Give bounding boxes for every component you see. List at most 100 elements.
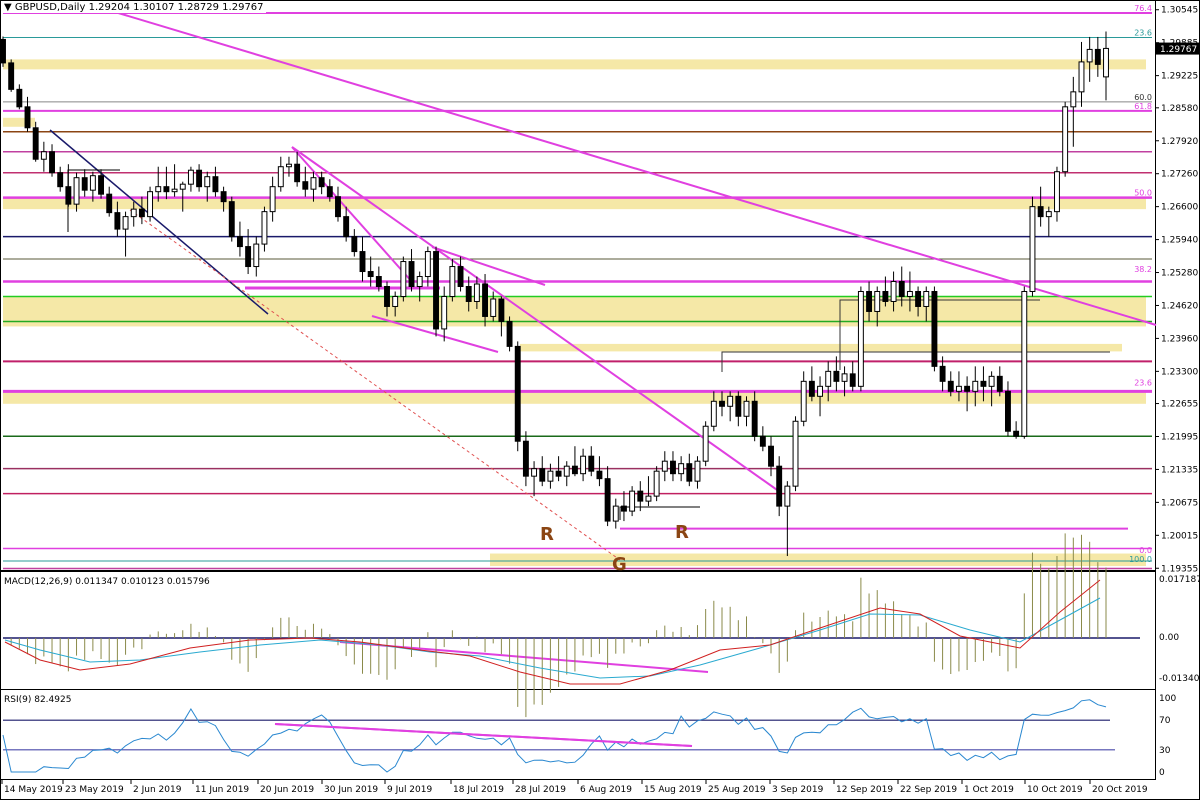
fib-label: 0.0 [1139, 546, 1152, 555]
panel-frame [0, 689, 1156, 780]
x-tick-label: 15 Aug 2019 [644, 785, 702, 795]
candle-body [253, 243, 260, 268]
rsi-label: RSI(9) 82.4925 [4, 695, 71, 705]
macd-tick-label: 0.00 [1159, 633, 1179, 643]
collapse-icon[interactable]: ▼ [4, 2, 12, 13]
candle-body [228, 201, 235, 238]
candle-body [286, 163, 292, 168]
candle-body [245, 246, 252, 268]
candle-body [441, 295, 448, 330]
fib-label: 100.0 [1129, 555, 1152, 564]
candle-body [359, 251, 366, 273]
x-tick-label: 22 Sep 2019 [900, 785, 957, 795]
candle-body [702, 425, 709, 462]
candle-body [817, 385, 823, 397]
x-tick-label: 11 Jun 2019 [195, 785, 249, 795]
x-tick-label: 1 Oct 2019 [964, 785, 1014, 795]
candle-body [931, 290, 938, 367]
candle-body [261, 211, 268, 245]
candle-body [522, 440, 529, 477]
candle-body [743, 400, 750, 417]
trendline [431, 246, 546, 286]
fib-label: 60.0 [1134, 93, 1152, 102]
panel-frame [0, 0, 1156, 571]
fib-label: 76.4 [1134, 4, 1152, 13]
candle-body [138, 208, 145, 218]
x-tick-label: 23 May 2019 [65, 785, 124, 795]
candle-body [735, 395, 742, 417]
candle-body [604, 478, 611, 522]
candle-body [424, 251, 431, 278]
candle-body [1013, 430, 1020, 437]
candle-body [670, 460, 676, 475]
y-tick-label: 1.27920 [1161, 137, 1198, 147]
candle-body [906, 290, 913, 297]
candle-body [171, 188, 178, 193]
candle-body [130, 208, 137, 218]
candle-body [24, 106, 31, 129]
candle-body [326, 186, 333, 198]
candle-body [1070, 91, 1077, 108]
box-line [619, 506, 700, 520]
candle-body [612, 505, 619, 522]
x-tick-label: 10 Oct 2019 [1027, 785, 1083, 795]
candle-body [629, 490, 636, 512]
candle-body [727, 395, 734, 407]
candle-body [759, 435, 766, 447]
y-tick-label: 1.24620 [1161, 301, 1198, 311]
candle-body [531, 468, 538, 477]
trendline [339, 641, 709, 673]
candle-body [384, 286, 390, 307]
panel-frame [0, 571, 1156, 690]
chart-title: ▼ GBPUSD,Daily 1.29204 1.30107 1.28729 1… [2, 2, 266, 13]
candle-body [1029, 206, 1036, 292]
y-tick-label: 1.20675 [1161, 498, 1198, 508]
candle-body [269, 186, 276, 213]
candle-body [490, 298, 497, 317]
candle-body [547, 470, 554, 482]
macd-main-line [4, 579, 1101, 685]
x-tick-label: 25 Aug 2019 [708, 785, 766, 795]
trendline [291, 146, 781, 493]
candle-body [433, 251, 439, 330]
candle-body [81, 177, 88, 191]
candle-body [947, 380, 954, 392]
x-tick-label: 20 Oct 2019 [1092, 785, 1148, 795]
candle-body [73, 177, 80, 205]
fib-label: 61.8 [1134, 102, 1152, 111]
y-tick-label: 1.19355 [1161, 564, 1198, 574]
trendline [129, 209, 621, 561]
candle-body [890, 281, 897, 302]
candle-body [196, 169, 203, 188]
candle-body [392, 295, 399, 307]
y-tick-label: 1.21995 [1161, 432, 1198, 442]
macd-tick-label: 0.017187 [1159, 575, 1200, 585]
candle-body [16, 88, 23, 108]
candle-body [808, 380, 815, 397]
rsi-tick-label: 0 [1159, 768, 1165, 778]
x-tick-label: 28 Jul 2019 [515, 785, 566, 795]
y-tick-label: 1.23960 [1161, 334, 1198, 344]
candle-body [277, 166, 284, 188]
support-zone [3, 117, 35, 127]
x-tick-label: 14 May 2019 [4, 785, 63, 795]
candle-body [1094, 48, 1101, 65]
candle-body [923, 290, 930, 307]
current-price-label: 1.29767 [1160, 45, 1197, 55]
y-tick-label: 1.20015 [1161, 531, 1198, 541]
candle-body [882, 290, 889, 302]
candle-body [637, 490, 644, 502]
candle-body [98, 175, 104, 195]
candle-body [620, 505, 627, 512]
candle-body [89, 175, 96, 191]
candle-body [114, 212, 121, 230]
trendline [371, 315, 499, 353]
candle-body [710, 400, 717, 427]
candle-body [163, 186, 170, 193]
trendline [114, 11, 1157, 326]
candle-body [1005, 390, 1011, 432]
support-zone [3, 391, 1146, 404]
candle-body [473, 283, 480, 302]
rsi-tick-label: 100 [1159, 694, 1176, 704]
